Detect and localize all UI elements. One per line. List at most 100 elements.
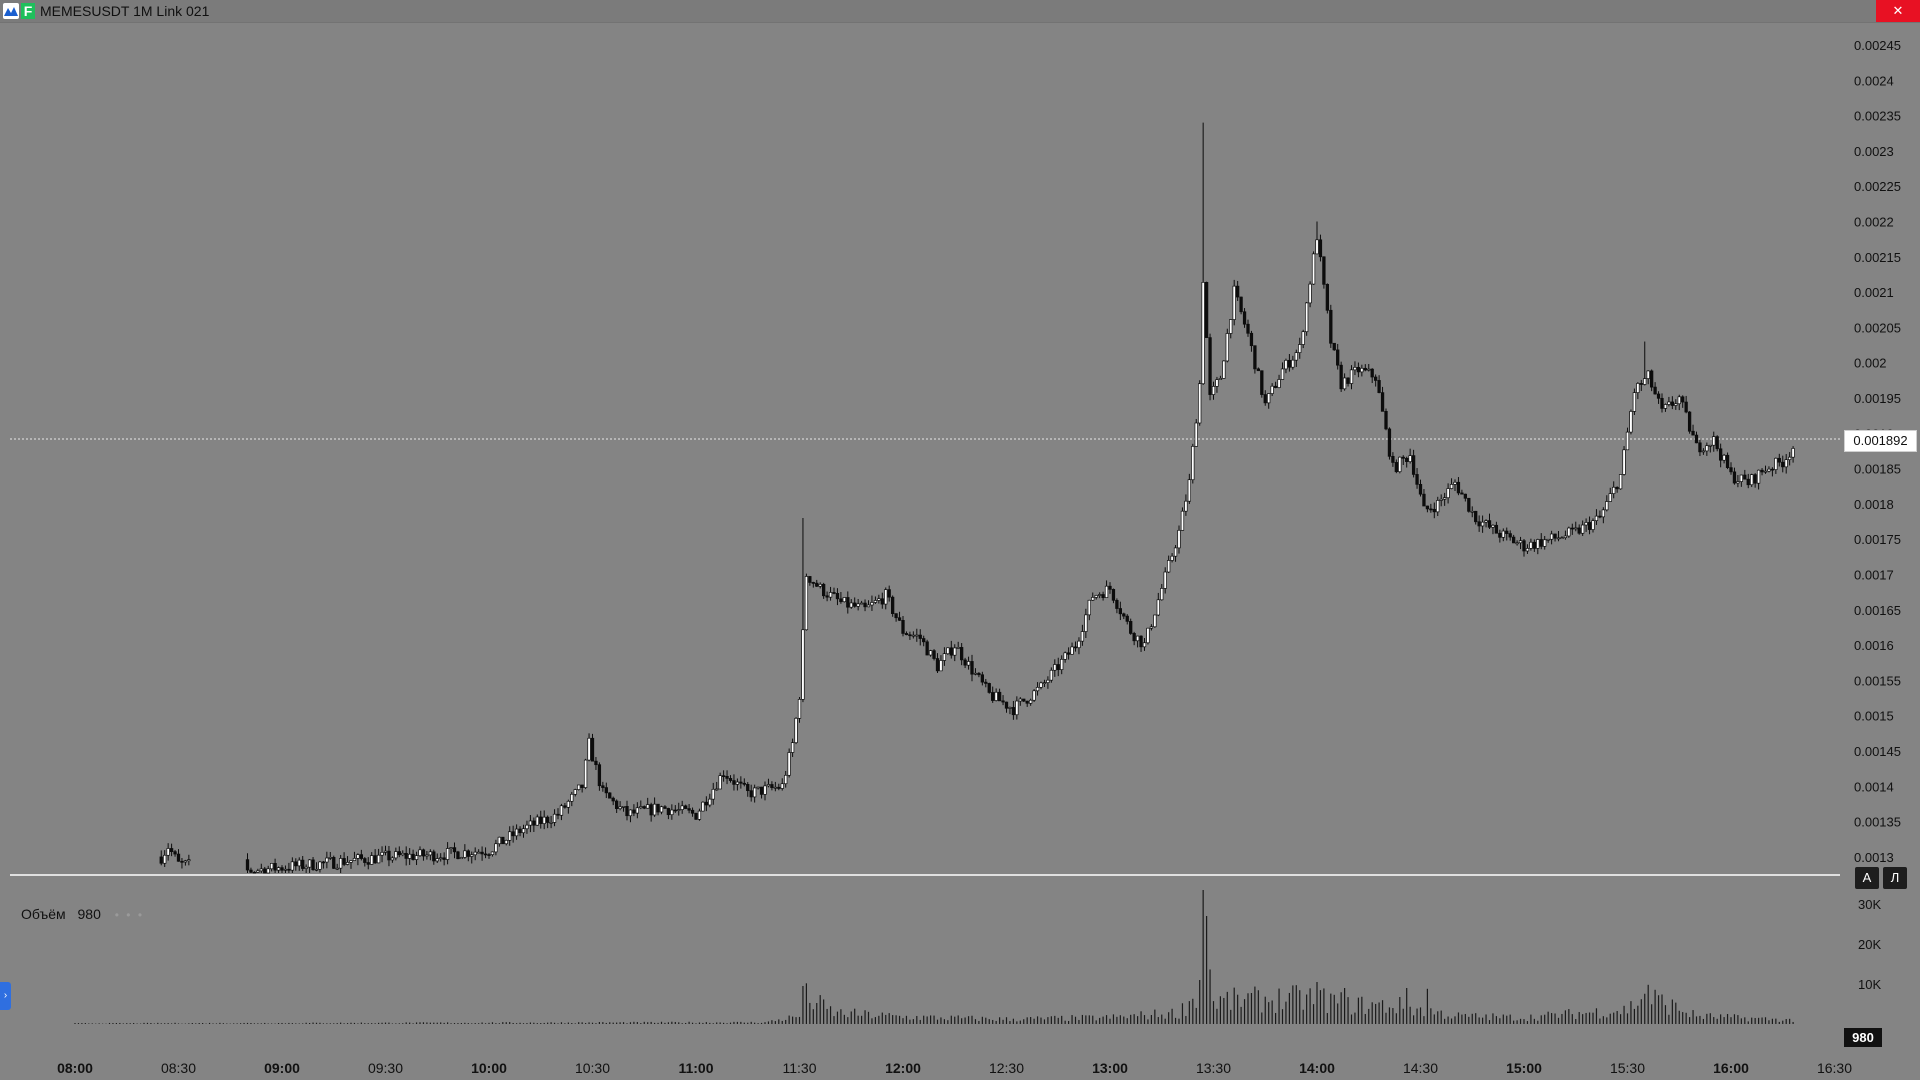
candle-up [570,793,574,802]
candle-down [977,672,981,676]
candle-down [245,859,250,871]
candle-up [1218,378,1223,380]
candle-down [397,851,401,856]
candle-up [766,784,771,787]
candle-down [632,809,636,814]
volume-legend-label: Объём [21,906,66,922]
candle-up [928,650,933,656]
candle-down [1687,411,1692,432]
candle-up [1166,560,1171,573]
close-button[interactable]: ✕ [1876,0,1920,22]
candle-up [356,854,360,859]
auto-scale-button[interactable]: A [1855,867,1879,889]
candle-down [1405,457,1409,462]
candle-down [1391,455,1395,463]
candle-up [715,788,719,791]
candle-up [680,805,684,810]
candle-down [625,806,629,817]
candle-down [1411,455,1416,475]
chart-area[interactable]: 0.00245 0.0024 0.00235 0.0023 0.00225 0.0022 0… [0,22,1920,1080]
time-axis-label: 09:00 [264,1060,300,1076]
candle-up [1756,469,1761,484]
price-axis-label: 0.00195 [1854,391,1901,406]
candle-up [587,737,591,761]
candle-down [159,856,163,864]
volume-legend-value: 980 [77,906,101,922]
volume-options-icon[interactable]: • • • [114,908,145,922]
title-bar: F MEMESUSDT 1M Link 021 ✕ [0,0,1920,23]
window-title: MEMESUSDT 1M Link 021 [40,3,210,19]
candle-up [1229,319,1233,334]
candle-up [677,809,681,811]
candle-up [1170,555,1174,561]
candle-up [1298,344,1302,353]
candle-down [1108,585,1112,590]
candle-down [173,851,177,855]
candle-down [1718,448,1723,461]
candle-up [794,717,798,744]
candle-up [773,786,777,789]
candle-down [1101,594,1105,598]
candle-down [1273,385,1278,388]
candle-up [1453,481,1457,485]
candle-up [1663,404,1668,409]
time-axis-label: 15:30 [1610,1060,1645,1076]
candle-down [1263,394,1267,404]
price-axis-label: 0.0014 [1854,779,1894,794]
candle-up [994,691,998,701]
candle-down [580,784,584,788]
candle-down [1318,239,1323,258]
log-scale-button[interactable]: Л [1883,867,1907,889]
price-axis-label: 0.0022 [1854,215,1894,230]
candle-down [1598,515,1602,518]
candle-down [728,778,733,781]
candle-down [387,850,391,861]
price-axis-label: 0.00215 [1854,250,1901,265]
candle-down [987,683,991,693]
candle-down [301,859,305,869]
candle-up [1215,379,1219,387]
candle-down [1339,364,1343,390]
candle-down [1777,457,1781,463]
candle-down [908,634,912,637]
candle-up [946,647,950,655]
candle-up [939,660,943,672]
candle-down [1425,505,1430,510]
candle-up [370,855,374,865]
candle-up [1053,664,1057,671]
candle-up [1739,474,1744,482]
candle-up [818,583,822,587]
candle-up [1153,614,1157,628]
expand-panel-icon[interactable]: › [0,982,11,1010]
candle-down [721,775,726,778]
candle-up [183,860,188,863]
chart-canvas[interactable]: 0.002450.00240.002350.00230.002250.00220… [0,22,1920,1080]
candle-down [759,786,764,795]
candle-up [514,828,519,837]
candle-down [770,784,774,788]
candle-up [1546,538,1550,541]
candle-down [732,780,736,785]
candle-up [270,863,274,870]
candle-down [1639,383,1643,385]
candle-down [887,589,891,598]
candle-down [835,593,840,600]
candle-up [1629,411,1633,433]
candle-up [1028,699,1033,704]
time-axis-label: 14:30 [1403,1060,1438,1076]
candle-up [1612,486,1616,494]
candle-down [839,598,843,603]
candle-up [1591,520,1595,530]
candle-up [1367,368,1371,371]
candle-down [1118,608,1123,615]
candle-up [528,820,533,826]
candle-down [725,775,729,779]
candle-down [252,871,257,874]
candle-up [708,798,712,806]
candle-up [1084,614,1088,632]
candle-down [980,674,984,683]
candle-up [1015,700,1019,716]
candle-down [456,851,460,860]
candle-up [1563,535,1568,539]
candle-down [1474,510,1478,523]
